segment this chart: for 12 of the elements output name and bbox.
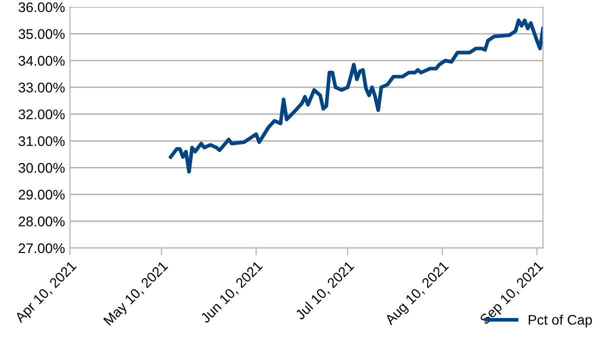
y-tick-label: 33.00% xyxy=(18,82,65,93)
y-tick-label: 29.00% xyxy=(18,190,65,200)
y-tick-label: 31.00% xyxy=(18,136,65,146)
y-tick-label: 36.00% xyxy=(18,2,65,12)
y-tick-label: 30.00% xyxy=(18,163,65,173)
y-tick-label: 32.00% xyxy=(18,109,65,120)
line-series xyxy=(168,18,543,174)
y-tick-label: 27.00% xyxy=(18,243,65,254)
y-tick-label: 35.00% xyxy=(18,29,65,39)
y-tick-label: 34.00% xyxy=(18,56,65,66)
y-tick-label: 28.00% xyxy=(18,216,65,226)
legend-label: Pct of Cap xyxy=(528,314,592,328)
